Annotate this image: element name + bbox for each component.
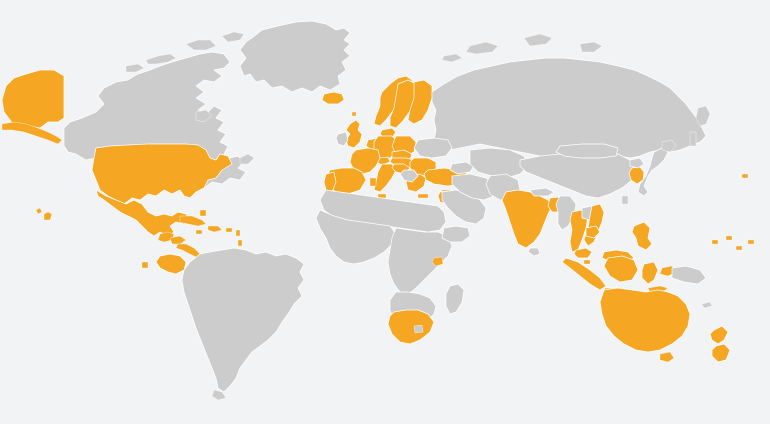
region-puerto-rico[interactable] (225, 227, 233, 233)
region-greenland[interactable] (239, 20, 351, 93)
region-central-east-africa[interactable] (387, 227, 453, 295)
region-newfoundland[interactable] (239, 153, 255, 165)
region-canada-arctic-islands[interactable] (125, 31, 245, 73)
region-south-america[interactable] (181, 247, 305, 393)
region-jamaica[interactable] (195, 229, 203, 235)
region-pacific-islands[interactable] (711, 173, 755, 251)
region-lesotho[interactable] (413, 324, 424, 334)
region-singapore[interactable] (583, 259, 591, 265)
region-crete[interactable] (417, 193, 429, 199)
region-united-kingdom[interactable] (345, 119, 363, 149)
region-nepal-bhutan[interactable] (529, 187, 555, 197)
region-finland[interactable] (407, 79, 433, 125)
region-new-zealand[interactable] (709, 325, 731, 363)
region-ecuador[interactable] (155, 253, 187, 275)
region-balkans-serbia[interactable] (399, 169, 419, 183)
region-indonesia-sulawesi[interactable] (641, 261, 659, 285)
region-faroe[interactable] (351, 111, 357, 117)
region-central-asia[interactable] (469, 147, 529, 179)
region-mexico[interactable] (95, 189, 191, 237)
region-hawaii[interactable] (35, 207, 53, 221)
region-canada-hudson-inlets[interactable] (195, 109, 213, 123)
region-honduras-elsalvador[interactable] (169, 235, 187, 245)
region-iceland[interactable] (321, 91, 345, 105)
region-taiwan[interactable] (621, 195, 629, 205)
region-tasmania[interactable] (659, 351, 675, 363)
region-southern-cone-tip[interactable] (211, 389, 227, 401)
region-myanmar[interactable] (555, 195, 577, 231)
region-new-caledonia[interactable] (701, 301, 713, 309)
region-caucasus[interactable] (449, 161, 475, 175)
region-mongolia[interactable] (555, 143, 619, 159)
region-papua-new-guinea[interactable] (671, 265, 707, 285)
region-alaska[interactable] (1, 69, 65, 133)
region-sakhalin[interactable] (689, 131, 697, 147)
region-horn-of-africa[interactable] (441, 225, 471, 243)
region-indonesia-sumatra[interactable] (561, 257, 607, 291)
region-bahamas[interactable] (199, 209, 207, 217)
region-west-africa[interactable] (315, 209, 397, 265)
region-iran-iraq[interactable] (451, 173, 497, 201)
region-hispaniola[interactable] (207, 225, 223, 233)
region-rwanda-burundi[interactable] (431, 256, 444, 267)
region-france[interactable] (349, 147, 381, 175)
region-galapagos[interactable] (141, 261, 149, 269)
region-cambodia[interactable] (585, 225, 601, 239)
region-indonesia-borneo[interactable] (603, 255, 639, 283)
region-cuba[interactable] (179, 215, 207, 227)
region-sri-lanka[interactable] (527, 247, 541, 257)
region-north-korea[interactable] (629, 157, 645, 169)
region-sicily-sardinia[interactable] (369, 177, 387, 199)
region-russia[interactable] (431, 57, 707, 161)
region-australia[interactable] (599, 287, 691, 353)
region-kamchatka[interactable] (695, 105, 711, 127)
region-philippines[interactable] (631, 221, 653, 251)
landmass-group (1, 20, 755, 401)
region-madagascar[interactable] (445, 283, 465, 315)
region-ukraine-belarus[interactable] (413, 137, 453, 159)
region-japan-hokkaido[interactable] (661, 139, 677, 153)
region-south-korea[interactable] (628, 166, 645, 185)
region-south-africa[interactable] (387, 309, 435, 345)
region-russia-arctic-islands[interactable] (441, 33, 603, 63)
region-ireland[interactable] (335, 131, 349, 147)
region-lesser-antilles[interactable] (235, 229, 243, 247)
region-alaska-aleutians[interactable] (1, 121, 63, 145)
region-japan[interactable] (637, 147, 669, 197)
